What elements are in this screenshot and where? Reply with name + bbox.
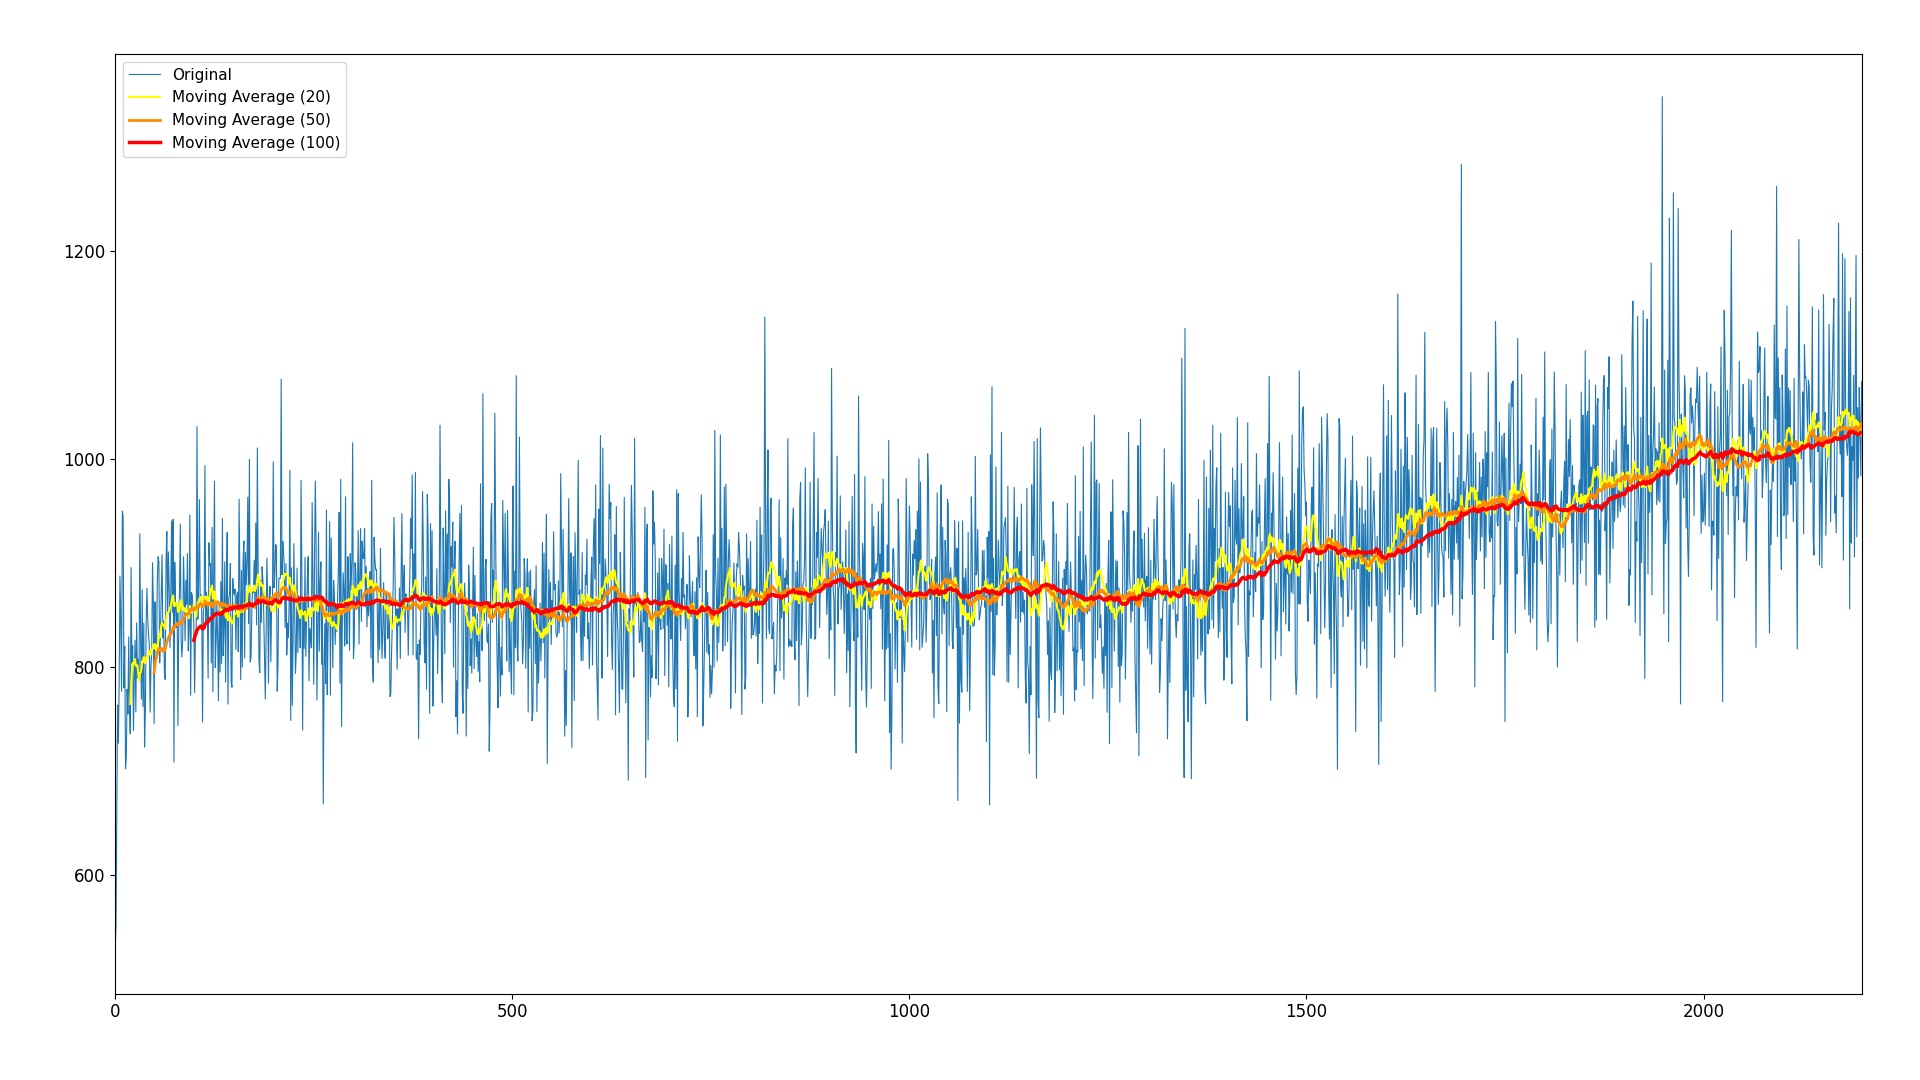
Moving Average (50) xyxy=(1332,550,1356,563)
Moving Average (100) xyxy=(509,596,532,609)
Moving Average (50) xyxy=(1204,581,1227,594)
Original xyxy=(1651,91,1674,104)
Moving Average (20) xyxy=(1847,415,1870,428)
Moving Average (50) xyxy=(1851,417,1874,430)
Legend: Original, Moving Average (20), Moving Average (50), Moving Average (100): Original, Moving Average (20), Moving Av… xyxy=(123,62,346,157)
Moving Average (100) xyxy=(1332,544,1356,557)
Original xyxy=(1653,607,1676,620)
Original xyxy=(1851,375,1874,388)
Moving Average (100) xyxy=(1736,447,1759,460)
Moving Average (50) xyxy=(1736,459,1759,472)
Original xyxy=(104,944,127,957)
Moving Average (20) xyxy=(1736,458,1759,471)
Moving Average (50) xyxy=(1651,457,1674,470)
Original xyxy=(1736,511,1759,524)
Moving Average (100) xyxy=(1651,464,1674,477)
Moving Average (20) xyxy=(1332,568,1356,581)
Line: Moving Average (20): Moving Average (20) xyxy=(131,409,1862,704)
Moving Average (20) xyxy=(509,582,532,595)
Moving Average (100) xyxy=(1204,581,1227,594)
Line: Moving Average (100): Moving Average (100) xyxy=(194,431,1862,640)
Original xyxy=(1847,472,1870,485)
Line: Moving Average (50): Moving Average (50) xyxy=(154,423,1862,673)
Moving Average (100) xyxy=(1847,428,1870,441)
Moving Average (100) xyxy=(1851,426,1874,438)
Moving Average (20) xyxy=(1204,566,1227,579)
Original xyxy=(509,431,532,444)
Moving Average (20) xyxy=(1651,440,1674,453)
Original xyxy=(1332,487,1356,500)
Moving Average (20) xyxy=(1851,427,1874,440)
Moving Average (50) xyxy=(1847,421,1870,434)
Line: Original: Original xyxy=(115,97,1862,950)
Original xyxy=(1204,481,1227,494)
Moving Average (50) xyxy=(509,588,532,600)
